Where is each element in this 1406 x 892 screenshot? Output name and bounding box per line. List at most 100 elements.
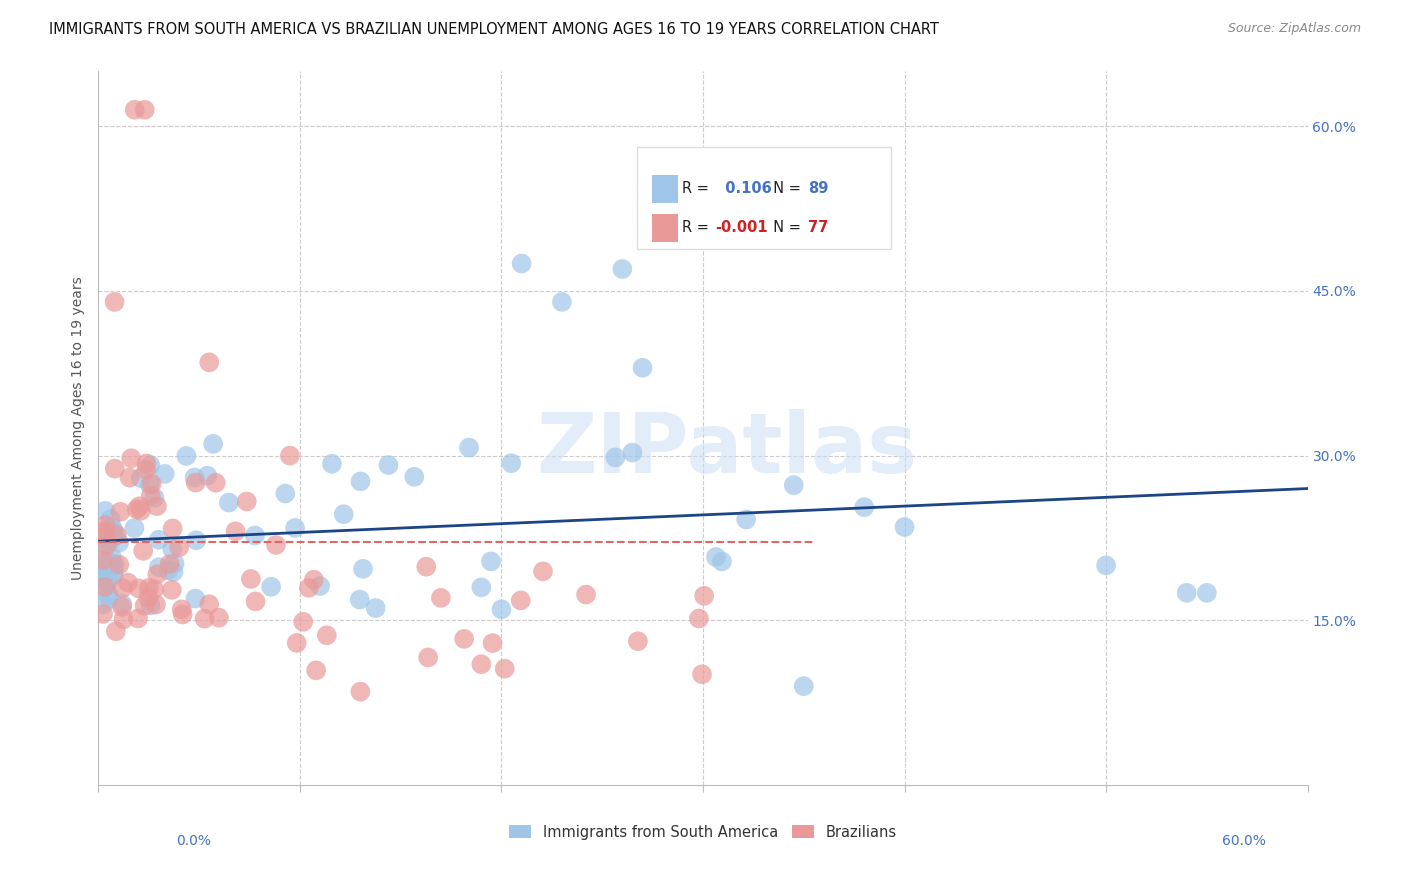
Text: 89: 89 xyxy=(808,181,828,196)
Point xyxy=(94,571,117,585)
Point xyxy=(274,486,297,500)
Point xyxy=(285,636,308,650)
Point xyxy=(94,556,117,570)
Point xyxy=(148,533,170,547)
Point xyxy=(302,573,325,587)
Point xyxy=(129,471,152,485)
Point xyxy=(377,458,399,472)
Point xyxy=(105,528,128,542)
Text: IMMIGRANTS FROM SOUTH AMERICA VS BRAZILIAN UNEMPLOYMENT AMONG AGES 16 TO 19 YEAR: IMMIGRANTS FROM SOUTH AMERICA VS BRAZILI… xyxy=(49,22,939,37)
Point xyxy=(621,445,644,459)
Point xyxy=(98,526,121,541)
Point xyxy=(104,624,127,639)
Point xyxy=(146,499,169,513)
Point xyxy=(128,499,150,513)
Point xyxy=(91,544,114,558)
Point xyxy=(135,463,157,477)
Point xyxy=(160,582,183,597)
Point xyxy=(793,679,815,693)
Point xyxy=(193,612,215,626)
Point xyxy=(135,457,157,471)
Point xyxy=(93,597,115,611)
Point xyxy=(163,557,186,571)
Point xyxy=(108,535,131,549)
Point xyxy=(91,607,114,621)
Point xyxy=(491,602,513,616)
Point xyxy=(458,441,481,455)
Point xyxy=(101,550,124,565)
Point xyxy=(159,557,181,571)
Point xyxy=(470,580,492,594)
Point xyxy=(501,456,523,470)
Point xyxy=(94,518,117,533)
Text: 0.0%: 0.0% xyxy=(176,834,211,848)
Point xyxy=(225,524,247,539)
Point xyxy=(100,533,122,547)
Point xyxy=(531,564,554,578)
Text: ZIPatlas: ZIPatlas xyxy=(537,409,918,490)
Point xyxy=(112,612,135,626)
Point xyxy=(98,591,121,606)
Point xyxy=(305,664,328,678)
Point xyxy=(117,575,139,590)
Point xyxy=(352,562,374,576)
Point xyxy=(138,477,160,491)
Point xyxy=(321,457,343,471)
Legend: Immigrants from South America, Brazilians: Immigrants from South America, Brazilian… xyxy=(503,819,903,846)
Point xyxy=(605,450,627,465)
Point xyxy=(94,526,117,541)
Point xyxy=(264,538,287,552)
Point xyxy=(93,524,115,539)
Point xyxy=(136,591,159,605)
Point xyxy=(124,103,146,117)
Text: N =: N = xyxy=(765,220,806,235)
Point xyxy=(176,449,198,463)
Point xyxy=(204,475,226,490)
Point xyxy=(96,575,118,590)
Point xyxy=(349,475,371,489)
Point xyxy=(298,581,321,595)
Point xyxy=(853,500,876,515)
Point xyxy=(153,467,176,481)
Point xyxy=(690,667,713,681)
Point xyxy=(688,611,710,625)
Point xyxy=(415,559,437,574)
Point xyxy=(157,563,180,577)
Point xyxy=(1095,558,1118,573)
Point xyxy=(91,558,114,572)
Point xyxy=(198,597,221,611)
Point xyxy=(104,461,127,475)
Point xyxy=(94,580,117,594)
Point xyxy=(111,597,134,611)
Point xyxy=(309,579,332,593)
Point xyxy=(184,591,207,606)
Text: R =: R = xyxy=(682,220,714,235)
Point xyxy=(97,554,120,568)
Point xyxy=(148,560,170,574)
Point xyxy=(510,256,533,270)
Point xyxy=(134,103,156,117)
Point xyxy=(103,294,125,309)
Point xyxy=(364,601,387,615)
Point xyxy=(208,610,231,624)
Point xyxy=(575,588,598,602)
Point xyxy=(893,520,915,534)
Point xyxy=(110,505,132,519)
Point xyxy=(91,568,114,582)
Text: N =: N = xyxy=(765,181,806,196)
Point xyxy=(143,582,166,597)
Point xyxy=(127,611,149,625)
Point xyxy=(710,554,733,568)
Point xyxy=(627,634,650,648)
Text: 60.0%: 60.0% xyxy=(1222,834,1265,848)
Point xyxy=(693,589,716,603)
Point xyxy=(93,580,115,594)
Point xyxy=(704,549,727,564)
Point xyxy=(162,565,184,579)
Point xyxy=(853,207,876,221)
Point xyxy=(245,594,267,608)
Point xyxy=(111,600,134,615)
Point xyxy=(167,540,190,554)
Point xyxy=(162,542,184,557)
Text: R =: R = xyxy=(682,181,714,196)
